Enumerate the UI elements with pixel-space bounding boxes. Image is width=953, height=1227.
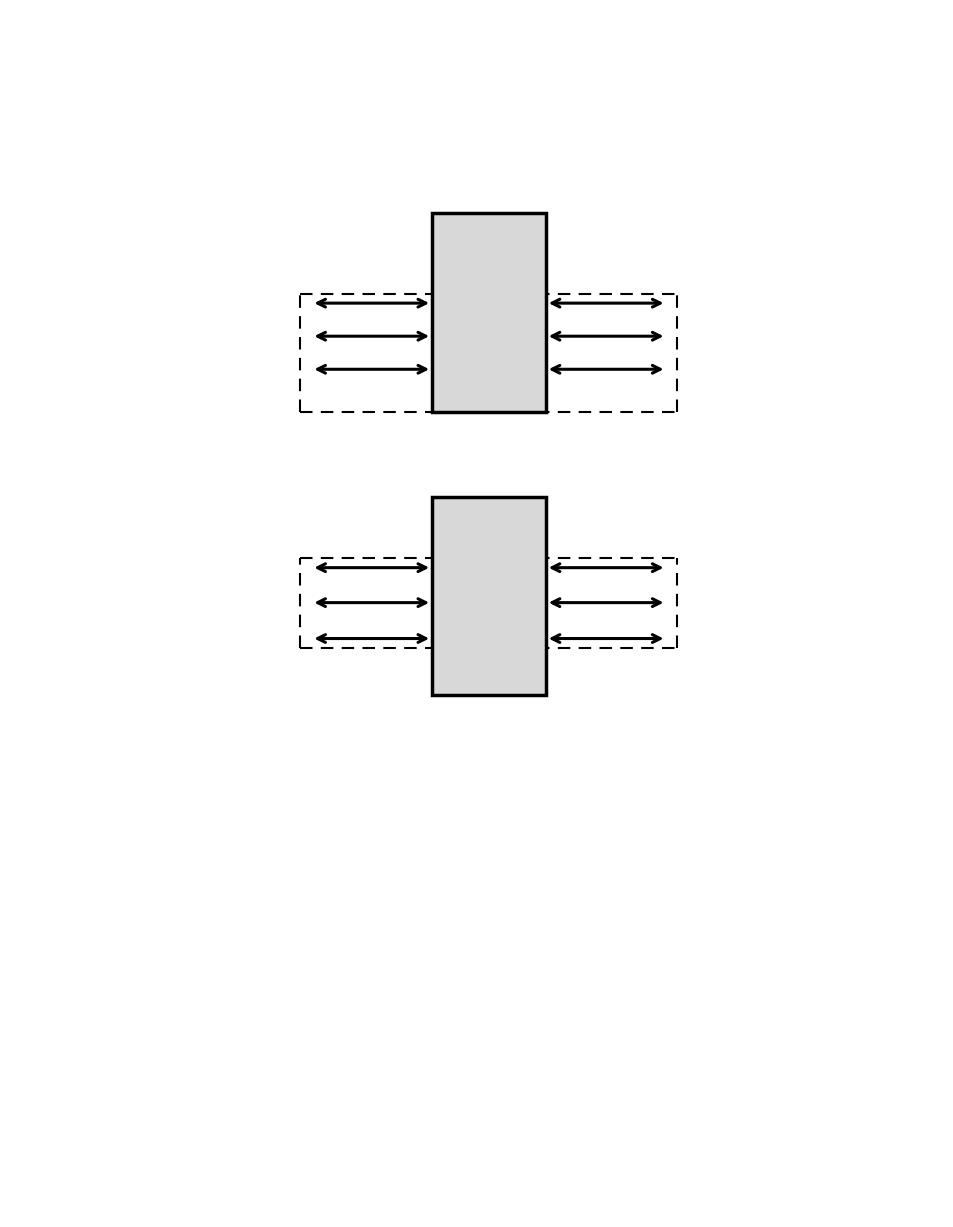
Bar bbox=[431, 213, 546, 412]
Bar bbox=[431, 497, 546, 696]
